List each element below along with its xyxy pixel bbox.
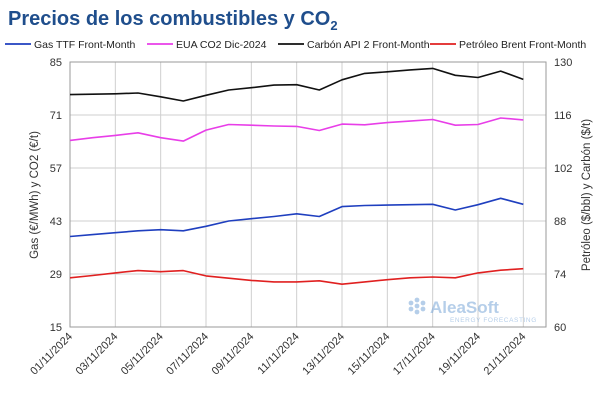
y-right-tick-label: 60 bbox=[554, 322, 566, 334]
logo-tagline: ENERGY FORECASTING bbox=[450, 317, 537, 324]
y-axis-right-ticks: 60 74 88 102 116 130 bbox=[554, 57, 572, 334]
y-left-tick-label: 57 bbox=[50, 163, 62, 175]
y-axis-left-label: Gas (€/MWh) y CO2 (€/t) bbox=[29, 131, 41, 259]
y-right-tick-label: 74 bbox=[554, 269, 566, 281]
logo-dots-icon bbox=[408, 297, 426, 315]
legend-item-petr-leo-brent-front-month: Petróleo Brent Front-Month bbox=[430, 39, 586, 51]
y-axis-left-ticks: 15 29 43 57 71 85 bbox=[50, 57, 62, 334]
x-tick-label: 13/11/2024 bbox=[300, 331, 347, 378]
x-tick-label: 01/11/2024 bbox=[28, 331, 75, 378]
x-tick-label: 05/11/2024 bbox=[119, 331, 166, 378]
legend-label: Carbón API 2 Front-Month bbox=[307, 39, 430, 51]
logo-text: AleaSoft bbox=[430, 298, 499, 317]
y-left-tick-label: 43 bbox=[50, 216, 62, 228]
series-line-carb-n-api-2-front-month bbox=[69, 67, 524, 102]
series-lines bbox=[69, 67, 524, 285]
y-axis-right-label: Petróleo ($/bbl) y Carbón ($/t) bbox=[581, 119, 593, 271]
grid bbox=[69, 61, 547, 328]
series-line-eua-co2-dic-2024 bbox=[69, 117, 524, 142]
x-axis-ticks: 01/11/202403/11/202405/11/202407/11/2024… bbox=[28, 331, 528, 378]
legend-label: Gas TTF Front-Month bbox=[34, 39, 135, 51]
y-left-tick-label: 29 bbox=[50, 269, 62, 281]
y-left-tick-label: 15 bbox=[50, 322, 62, 334]
x-tick-label: 11/11/2024 bbox=[256, 331, 302, 377]
x-tick-label: 17/11/2024 bbox=[391, 331, 438, 378]
legend-item-eua-co2-dic-2024: EUA CO2 Dic-2024 bbox=[147, 39, 267, 51]
x-tick-label: 21/11/2024 bbox=[482, 331, 529, 378]
y-left-tick-label: 85 bbox=[50, 57, 62, 69]
y-right-tick-label: 102 bbox=[554, 163, 572, 175]
y-right-tick-label: 116 bbox=[554, 110, 572, 122]
x-tick-label: 03/11/2024 bbox=[74, 331, 121, 378]
legend-label: EUA CO2 Dic-2024 bbox=[176, 39, 267, 51]
aleasoft-logo: AleaSoft ENERGY FORECASTING bbox=[408, 297, 537, 324]
legend-item-carb-n-api-2-front-month: Carbón API 2 Front-Month bbox=[278, 39, 430, 51]
legend-label: Petróleo Brent Front-Month bbox=[459, 39, 586, 51]
series-line-gas-ttf-front-month bbox=[69, 197, 524, 238]
plot-frame bbox=[69, 61, 547, 328]
y-left-tick-label: 71 bbox=[50, 110, 62, 122]
legend-item-gas-ttf-front-month: Gas TTF Front-Month bbox=[5, 39, 135, 51]
x-tick-label: 15/11/2024 bbox=[346, 331, 393, 378]
x-tick-label: 07/11/2024 bbox=[164, 331, 211, 378]
series-line-petr-leo-brent-front-month bbox=[69, 267, 524, 285]
y-right-tick-label: 88 bbox=[554, 216, 566, 228]
x-tick-label: 09/11/2024 bbox=[210, 331, 257, 378]
y-right-tick-label: 130 bbox=[554, 57, 572, 69]
chart-title: Precios de los combustibles y CO2 bbox=[8, 8, 338, 33]
x-tick-label: 19/11/2024 bbox=[436, 331, 483, 378]
legend: Gas TTF Front-Month EUA CO2 Dic-2024 Carbó… bbox=[5, 39, 586, 51]
